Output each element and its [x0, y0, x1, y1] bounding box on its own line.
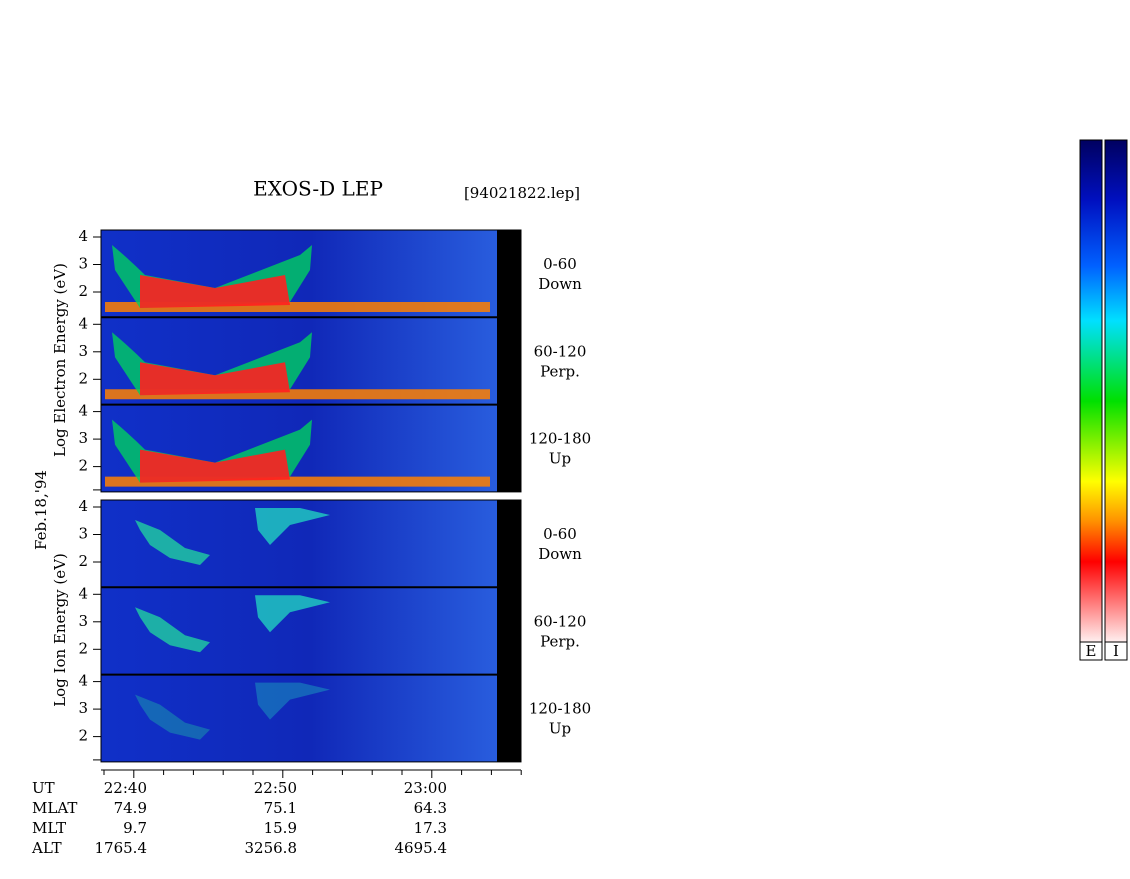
panel-label: Up [549, 450, 571, 468]
y-tick-label: 4 [78, 584, 88, 602]
panel-label: 0-60 [543, 525, 577, 543]
ion-blob [135, 607, 210, 653]
row-value: 3256.8 [245, 839, 298, 857]
colorbar-label-box [1104, 641, 1128, 661]
row-value: 23:00 [404, 779, 447, 797]
no-data [497, 230, 521, 492]
y-tick-label: 3 [78, 525, 88, 543]
ion-blob [255, 595, 330, 633]
y-tick-label: 2 [78, 457, 88, 475]
y-tick-label: 2 [78, 552, 88, 570]
axis-label: Log Electron Energy (eV) [51, 263, 69, 457]
electron-core [140, 362, 290, 396]
ion-blob [255, 682, 330, 720]
panel-label: Down [538, 545, 582, 563]
ion-blob [135, 520, 210, 565]
file-name: [94021822.lep] [464, 184, 580, 202]
ion-blob [255, 508, 330, 545]
row-value: 75.1 [264, 799, 297, 817]
title: EXOS-D LEP [253, 177, 383, 201]
y-tick-label: 4 [78, 497, 88, 515]
y-tick-label: 4 [78, 227, 88, 245]
no-data [497, 500, 521, 762]
panel-label: 120-180 [529, 430, 591, 448]
row-value: 74.9 [114, 799, 147, 817]
row-value: 64.3 [414, 799, 447, 817]
y-tick-label: 4 [78, 402, 88, 420]
spectrogram [101, 230, 521, 492]
row-value: 22:40 [104, 779, 147, 797]
y-tick-label: 2 [78, 727, 88, 745]
axis-label: Log Ion Energy (eV) [51, 553, 69, 707]
row-name: ALT [31, 839, 62, 857]
y-tick-label: 2 [78, 639, 88, 657]
colorbar [1079, 139, 1103, 643]
panel-label: Perp. [540, 632, 580, 650]
panel-label: 120-180 [529, 700, 591, 718]
ion-blob [135, 694, 210, 740]
y-tick-label: 3 [78, 255, 88, 273]
row-value: 22:50 [254, 779, 297, 797]
row-name: MLAT [32, 799, 77, 817]
y-tick-label: 3 [78, 699, 88, 717]
panel-label: 60-120 [534, 342, 587, 360]
panel-label: Perp. [540, 362, 580, 380]
row-value: 9.7 [123, 819, 147, 837]
electron-core [140, 449, 290, 483]
frame [100, 229, 522, 493]
row-value: 1765.4 [95, 839, 148, 857]
panel-label: Up [549, 720, 571, 738]
row-value: 17.3 [414, 819, 447, 837]
row-name: UT [32, 779, 55, 797]
electron-core [140, 275, 290, 308]
y-tick-label: 3 [78, 429, 88, 447]
date: Feb.18,'94 [32, 470, 50, 550]
colorbar-label-box [1079, 641, 1103, 661]
panel-label: 60-120 [534, 612, 587, 630]
colorbar-label: E [1086, 642, 1097, 660]
row-value: 4695.4 [395, 839, 448, 857]
panel-label: 0-60 [543, 255, 577, 273]
y-tick-label: 4 [78, 314, 88, 332]
colorbar [1104, 139, 1128, 643]
frame [100, 499, 522, 763]
y-tick-label: 2 [78, 369, 88, 387]
panel-label: Down [538, 275, 582, 293]
y-tick-label: 2 [78, 282, 88, 300]
y-tick-label: 3 [78, 342, 88, 360]
y-tick-label: 4 [78, 672, 88, 690]
row-name: MLT [32, 819, 66, 837]
y-tick-label: 3 [78, 612, 88, 630]
row-value: 15.9 [264, 819, 297, 837]
colorbar-label: I [1113, 642, 1119, 660]
